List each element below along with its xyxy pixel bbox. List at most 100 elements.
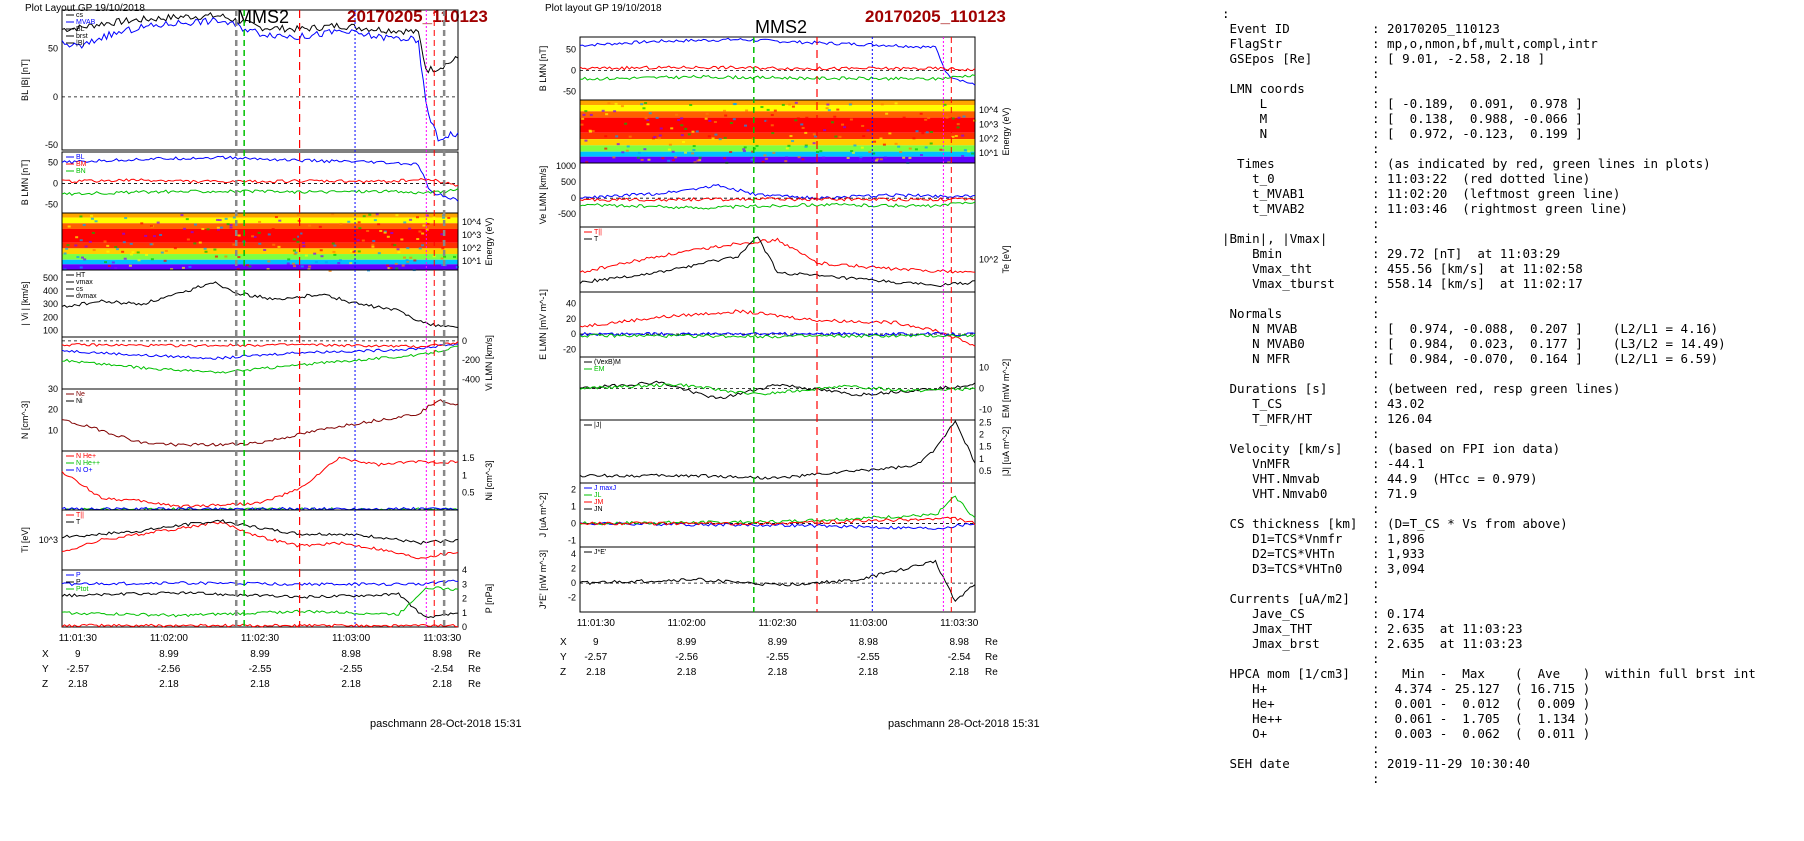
summary-value: : [ 9.01, -2.58, 2.18 ]: [1372, 51, 1546, 66]
y-tick-label: 0: [571, 578, 576, 588]
time-tick-label: 11:02:00: [150, 633, 189, 644]
position-value: -2.56: [158, 664, 181, 675]
spectrogram-pixel: [644, 117, 648, 120]
time-tick-label: 11:03:30: [940, 618, 979, 629]
spectrogram-pixel: [745, 109, 749, 112]
time-tick-label: 11:03:00: [849, 618, 888, 629]
spectrogram-pixel: [815, 150, 819, 153]
spectrogram-pixel: [160, 251, 164, 254]
spectrogram-pixel: [908, 147, 912, 150]
summary-value: : [ 0.984, 0.023, 0.177 ] (L3/L2 = 14.49…: [1372, 336, 1726, 351]
spectrogram-pixel: [919, 112, 923, 115]
panel-frame: [579, 546, 976, 613]
y-axis-label: N [cm^-3]: [20, 401, 30, 439]
spectrogram-pixel: [684, 127, 688, 130]
spectrogram-band: [62, 254, 458, 260]
series-line: [61, 521, 459, 560]
spectrogram-pixel: [858, 158, 862, 161]
summary-line: Event ID: 20170205_110123: [1222, 21, 1802, 36]
mid-spacecraft-title: MMS2: [755, 17, 808, 37]
y-axis-label: Energy (eV): [484, 217, 494, 265]
spectrogram-pixel: [823, 129, 827, 132]
series-line: [61, 17, 459, 142]
spectrogram-pixel: [723, 136, 727, 139]
spectrogram-pixel: [675, 113, 679, 116]
spectrogram-pixel: [331, 213, 335, 216]
summary-value: : 43.02: [1372, 396, 1425, 411]
spectrogram-pixel: [190, 231, 194, 234]
y-tick-label: -50: [563, 87, 576, 97]
summary-value: : 1,896: [1372, 531, 1425, 546]
spectrogram-pixel: [804, 131, 808, 134]
spectrogram-pixel: [692, 145, 696, 148]
time-tick-label: 11:02:30: [241, 633, 280, 644]
summary-value: : 11:02:20 (leftmost green line): [1372, 186, 1621, 201]
summary-value: : [ 0.984, -0.070, 0.164 ] (L2/L1 = 6.59…: [1372, 351, 1719, 366]
spectrogram-pixel: [362, 215, 366, 218]
series-line: [61, 399, 459, 447]
spectrogram-pixel: [422, 224, 426, 227]
spectrogram-pixel: [827, 109, 831, 112]
spectrogram-pixel: [620, 105, 624, 108]
summary-line: Normals:: [1222, 306, 1802, 321]
summary-line: Durations [s]: (between red, resp green …: [1222, 381, 1802, 396]
legend-label: vmax: [76, 279, 93, 286]
spectrogram-pixel: [680, 134, 684, 137]
summary-line: T_MFR/HT: 126.04: [1222, 411, 1802, 426]
spectrogram-pixel: [785, 147, 789, 150]
spectrogram-pixel: [908, 156, 912, 159]
summary-value: : -44.1: [1372, 456, 1425, 471]
summary-line: HPCA mom [1/cm3]: Min - Max ( Ave ) with…: [1222, 666, 1802, 681]
summary-line: |Bmin|, |Vmax|:: [1222, 231, 1802, 246]
spectrogram-pixel: [604, 135, 608, 138]
spectrogram-pixel: [708, 119, 712, 122]
summary-key: Durations [s]: [1222, 381, 1328, 396]
y-axis-label: Vi LMN [km/s]: [484, 335, 494, 391]
summary-key: SEH date: [1222, 756, 1290, 771]
spectrogram-pixel: [626, 145, 630, 148]
summary-value: : 1,933: [1372, 546, 1425, 561]
summary-value: : Min - Max ( Ave ) within full brst int: [1372, 666, 1756, 681]
spectrogram-pixel: [843, 126, 847, 129]
spectrogram-pixel: [925, 131, 929, 134]
spectrogram-pixel: [794, 101, 798, 104]
spectrogram-pixel: [882, 143, 886, 146]
summary-key: N MFR: [1222, 351, 1290, 366]
spectrogram-pixel: [689, 104, 693, 107]
summary-line: O+: 0.003 - 0.062 ( 0.011 ): [1222, 726, 1802, 741]
summary-value: :: [1372, 366, 1380, 381]
summary-value: : 44.9 (HTcc = 0.979): [1372, 471, 1538, 486]
y-tick-label: 400: [43, 286, 58, 296]
spectrogram-pixel: [291, 262, 295, 265]
spectrogram-pixel: [409, 218, 413, 221]
spectrogram-pixel: [945, 116, 949, 119]
position-row-label: X: [560, 637, 567, 648]
spectrogram-pixel: [723, 157, 727, 160]
position-unit: Re: [468, 649, 481, 660]
spectrogram-pixel: [297, 235, 301, 238]
spectrogram-pixel: [683, 151, 687, 154]
position-value: 9: [593, 637, 599, 648]
summary-value: : 20170205_110123: [1372, 21, 1500, 36]
spectrogram-pixel: [693, 161, 697, 164]
spectrogram-band: [62, 259, 458, 265]
panel-frame: [579, 482, 976, 548]
mid-header-label: Plot layout GP 19/10/2018: [545, 3, 662, 14]
y-tick-label: -2: [568, 593, 576, 603]
spectrogram-pixel: [791, 105, 795, 108]
spectrogram-pixel: [927, 117, 931, 120]
time-tick-label: 11:03:30: [423, 633, 462, 644]
spectrogram-pixel: [136, 251, 140, 254]
spectrogram-pixel: [358, 227, 362, 230]
spectrogram-pixel: [421, 244, 425, 247]
y-axis-label: B LMN [nT]: [20, 160, 30, 206]
y-axis-label: |J| [uA m^-2]: [1001, 427, 1011, 476]
y-axis-label: Te [eV]: [1001, 245, 1011, 273]
spectrogram-pixel: [962, 115, 966, 118]
spectrogram-pixel: [836, 108, 840, 111]
spectrogram-pixel: [406, 247, 410, 250]
spectrogram-pixel: [421, 232, 425, 235]
summary-key: L: [1222, 96, 1268, 111]
series-line: [61, 12, 459, 74]
